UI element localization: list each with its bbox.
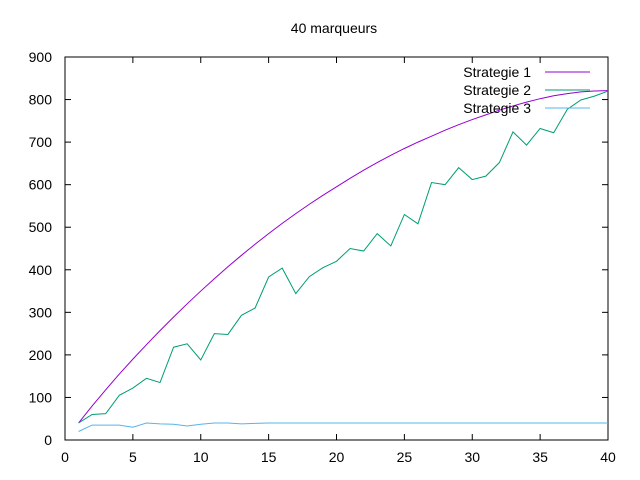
y-tick-label: 800 (29, 92, 53, 108)
legend-label-2: Strategie 2 (463, 82, 531, 98)
x-tick-label: 20 (329, 449, 345, 465)
series-lines (78, 90, 609, 432)
x-tick-label: 15 (261, 449, 277, 465)
y-tick-label: 100 (29, 389, 53, 405)
x-tick-label: 5 (129, 449, 137, 465)
y-tick-label: 700 (29, 134, 53, 150)
y-tick-label: 600 (29, 177, 53, 193)
legend: Strategie 1 Strategie 2 Strategie 3 (463, 64, 590, 116)
series-line-2 (78, 90, 609, 424)
y-tick-label: 300 (29, 304, 53, 320)
legend-label-1: Strategie 1 (463, 64, 531, 80)
legend-label-3: Strategie 3 (463, 100, 531, 116)
x-tick-label: 0 (61, 449, 69, 465)
y-tick-label: 0 (44, 432, 52, 448)
x-tick-label: 40 (600, 449, 616, 465)
y-tick-label: 900 (29, 49, 53, 65)
axes: 0 5 10 15 20 25 30 35 40010020030040050060070080… (29, 49, 616, 465)
series-line-3 (78, 422, 608, 432)
x-tick-label: 10 (193, 449, 209, 465)
x-tick-label: 25 (397, 449, 413, 465)
y-tick-label: 200 (29, 347, 53, 363)
y-tick-label: 400 (29, 262, 53, 278)
x-tick-label: 35 (532, 449, 548, 465)
chart-title: 40 marqueurs (291, 20, 377, 36)
y-tick-label: 500 (29, 219, 53, 235)
series-line-1 (78, 90, 609, 424)
x-tick-label: 30 (464, 449, 480, 465)
